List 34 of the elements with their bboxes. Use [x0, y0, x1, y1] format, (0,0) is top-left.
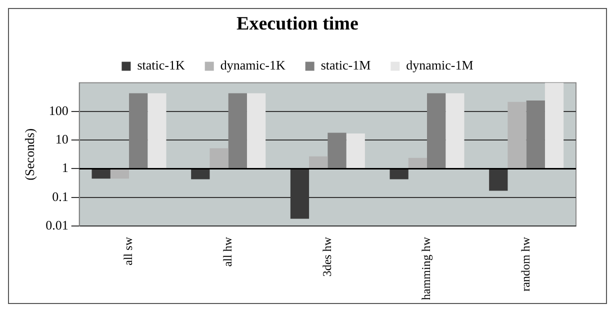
- bar: [446, 93, 464, 169]
- bar: [408, 158, 428, 169]
- x-tick-label: 3des hw: [320, 236, 334, 277]
- bar: [427, 93, 446, 169]
- bar: [309, 156, 328, 169]
- bar: [210, 148, 228, 169]
- legend-label: static-1M: [320, 58, 372, 73]
- bar: [191, 168, 210, 180]
- bar: [489, 168, 508, 191]
- bar: [328, 132, 346, 169]
- y-axis-title: (Seconds): [22, 128, 38, 180]
- x-tick-label: all hw: [220, 236, 234, 267]
- bar: [390, 168, 408, 180]
- bar: [148, 93, 166, 169]
- x-tick-label: random hw: [518, 236, 532, 292]
- y-tick-label: 10: [55, 132, 68, 147]
- bar: [508, 102, 526, 169]
- chart-title: Execution time: [236, 13, 358, 34]
- bar: [129, 93, 148, 169]
- bar: [346, 133, 365, 169]
- x-tick-label: hamming hw: [419, 236, 434, 300]
- bar: [246, 93, 266, 169]
- bar: [544, 82, 564, 169]
- y-tick-label: 100: [48, 102, 68, 118]
- legend-label: static-1K: [137, 58, 186, 73]
- x-tick-label: all sw: [121, 236, 136, 266]
- y-tick-label: 1: [62, 160, 68, 176]
- legend-label: dynamic-1M: [406, 58, 474, 73]
- legend-label: dynamic-1K: [220, 58, 286, 73]
- bar: [92, 168, 110, 179]
- bar: [228, 93, 247, 169]
- bar: [526, 100, 545, 169]
- y-tick-label: 0.01: [46, 217, 68, 232]
- y-tick-label: 0.1: [52, 188, 68, 204]
